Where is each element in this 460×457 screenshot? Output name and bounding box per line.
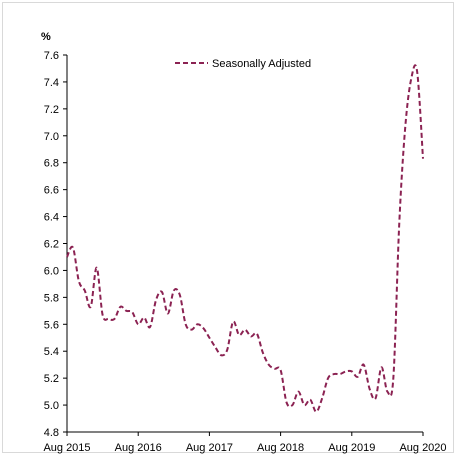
x-tick-label: Aug 2017 xyxy=(186,442,233,454)
y-tick-label: 7.0 xyxy=(44,131,59,143)
axes: 4.8 5.0 5.2 5.4 5.6 5.8 6.0 6.2 6.4 6.6 6.8 7.0 7.2 7… xyxy=(43,50,446,454)
x-tick-label: Aug 2020 xyxy=(399,442,446,454)
y-tick-label: 5.0 xyxy=(44,400,59,412)
y-tick-label: 5.2 xyxy=(44,373,59,385)
y-tick-label: 7.2 xyxy=(44,104,59,116)
y-tick-label: 7.4 xyxy=(44,77,59,89)
y-tick-label: 6.8 xyxy=(44,158,59,170)
y-axis-unit-label: % xyxy=(41,31,51,43)
legend: Seasonally Adjusted xyxy=(175,58,311,70)
y-tick-label: 5.4 xyxy=(44,346,59,358)
y-tick-label: 5.8 xyxy=(44,292,59,304)
x-tick-label: Aug 2018 xyxy=(257,442,304,454)
x-tick-label: Aug 2016 xyxy=(115,442,162,454)
series-layer xyxy=(66,64,424,413)
y-tick-label: 6.0 xyxy=(44,265,59,277)
series-line-seasonally-adjusted xyxy=(66,64,424,413)
y-tick-label: 5.6 xyxy=(44,319,59,331)
x-tick-label: Aug 2015 xyxy=(43,442,90,454)
x-tick-label: Aug 2019 xyxy=(328,442,375,454)
y-tick-label: 6.2 xyxy=(44,239,59,251)
y-tick-label: 7.6 xyxy=(44,50,59,62)
y-tick-label: 4.8 xyxy=(44,427,59,439)
y-tick-label: 6.6 xyxy=(44,185,59,197)
y-tick-label: 6.4 xyxy=(44,212,59,224)
legend-label: Seasonally Adjusted xyxy=(212,58,311,70)
